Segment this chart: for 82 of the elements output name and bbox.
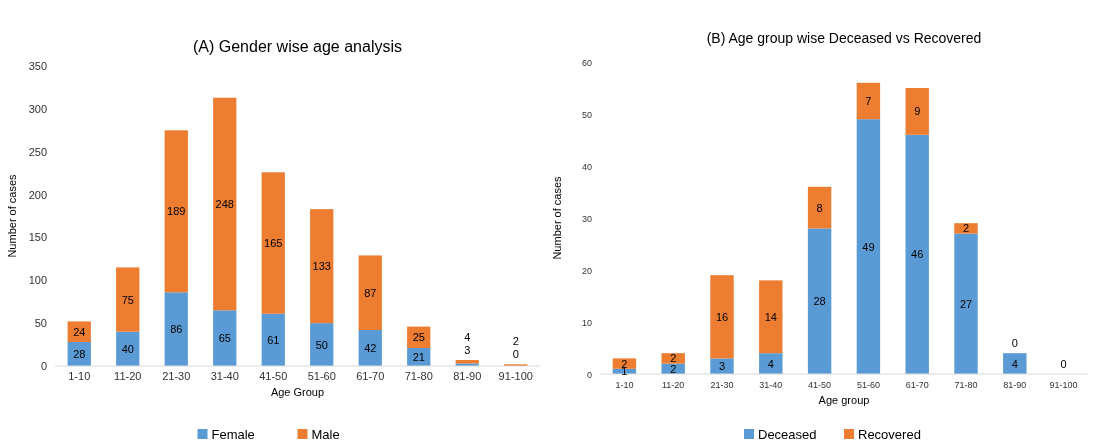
y-axis-title: Number of cases xyxy=(551,175,563,260)
x-tick-label: 61-70 xyxy=(356,370,385,382)
data-label: 2 xyxy=(670,352,677,365)
data-label: 133 xyxy=(312,260,331,273)
x-tick-label: 81-90 xyxy=(1003,380,1027,390)
y-tick-label: 40 xyxy=(581,162,592,172)
y-tick-label: 10 xyxy=(581,318,592,328)
data-label: 86 xyxy=(170,323,183,336)
data-label: 16 xyxy=(715,310,729,323)
y-tick-label: 30 xyxy=(581,214,592,224)
data-label: 0 xyxy=(1011,337,1018,350)
x-tick-label: 1-10 xyxy=(68,370,91,382)
x-tick-label: 41-50 xyxy=(808,380,832,390)
legend-label: Female xyxy=(211,427,255,442)
data-label: 75 xyxy=(121,293,134,306)
data-label: 9 xyxy=(914,105,921,118)
x-tick-label: 11-20 xyxy=(114,370,142,382)
data-label: 87 xyxy=(364,286,377,299)
data-label: 27 xyxy=(959,297,973,310)
y-tick-label: 20 xyxy=(581,266,592,276)
y-tick-label: 100 xyxy=(28,274,47,287)
x-tick-label: 61-70 xyxy=(905,380,929,390)
data-label: 3 xyxy=(464,344,471,356)
data-label: 189 xyxy=(167,205,186,218)
data-label: 7 xyxy=(865,95,872,107)
data-label: 25 xyxy=(412,331,425,344)
x-tick-label: 51-60 xyxy=(856,380,880,390)
y-tick-label: 50 xyxy=(34,317,47,330)
data-label: 28 xyxy=(813,295,826,308)
data-label: 14 xyxy=(764,310,777,323)
legend-label: Recovered xyxy=(858,427,921,442)
data-label: 8 xyxy=(816,201,823,214)
data-label: 49 xyxy=(862,240,875,253)
data-label: 0 xyxy=(1060,358,1067,370)
x-tick-label: 31-40 xyxy=(759,380,783,390)
data-label: 165 xyxy=(264,237,283,249)
data-label: 46 xyxy=(911,248,924,261)
y-tick-label: 60 xyxy=(581,58,592,68)
y-tick-label: 350 xyxy=(28,60,47,72)
x-axis-title: Age group xyxy=(818,394,870,406)
x-tick-label: 21-30 xyxy=(162,370,191,382)
data-label: 28 xyxy=(73,348,86,360)
x-tick-label: 71-80 xyxy=(954,380,978,390)
data-label: 2 xyxy=(512,335,519,348)
data-label: 65 xyxy=(218,332,231,345)
chart-title: (B) Age group wise Deceased vs Recovered xyxy=(706,30,982,46)
x-tick-label: 91-100 xyxy=(1049,380,1078,390)
data-label: 3 xyxy=(718,360,726,373)
y-tick-label: 0 xyxy=(40,360,47,372)
data-label: 42 xyxy=(364,342,377,354)
y-tick-label: 250 xyxy=(28,145,47,158)
x-tick-label: 41-50 xyxy=(259,370,288,382)
data-label: 2 xyxy=(670,362,677,375)
x-tick-label: 11-20 xyxy=(662,380,685,390)
y-tick-label: 0 xyxy=(586,370,592,380)
x-tick-label: 51-60 xyxy=(307,370,336,382)
data-label: 24 xyxy=(73,325,86,338)
data-label: 50 xyxy=(315,338,328,351)
data-label: 4 xyxy=(1011,357,1018,370)
x-tick-label: 21-30 xyxy=(710,380,734,390)
y-axis-title: Number of cases xyxy=(6,173,18,258)
x-tick-label: 31-40 xyxy=(210,370,239,382)
y-tick-label: 300 xyxy=(28,102,47,115)
x-tick-label: 71-80 xyxy=(404,370,433,382)
data-label: 4 xyxy=(767,357,774,370)
y-tick-label: 50 xyxy=(581,110,592,120)
data-label: 4 xyxy=(464,331,471,343)
x-tick-label: 81-90 xyxy=(453,370,482,382)
y-tick-label: 200 xyxy=(28,188,47,201)
data-label: 248 xyxy=(215,198,234,210)
x-tick-label: 91-100 xyxy=(498,370,533,382)
data-label: 0 xyxy=(512,348,519,361)
data-label: 21 xyxy=(412,351,425,363)
chart-title: (A) Gender wise age analysis xyxy=(193,38,402,55)
data-label: 40 xyxy=(121,342,134,355)
x-axis-title: Age Group xyxy=(270,386,325,398)
y-tick-label: 150 xyxy=(28,231,47,244)
legend-label: Deceased xyxy=(758,427,817,442)
x-tick-label: 1-10 xyxy=(615,380,634,390)
data-label: 2 xyxy=(962,222,970,235)
legend-label: Male xyxy=(311,427,340,442)
data-label: 61 xyxy=(267,333,280,346)
